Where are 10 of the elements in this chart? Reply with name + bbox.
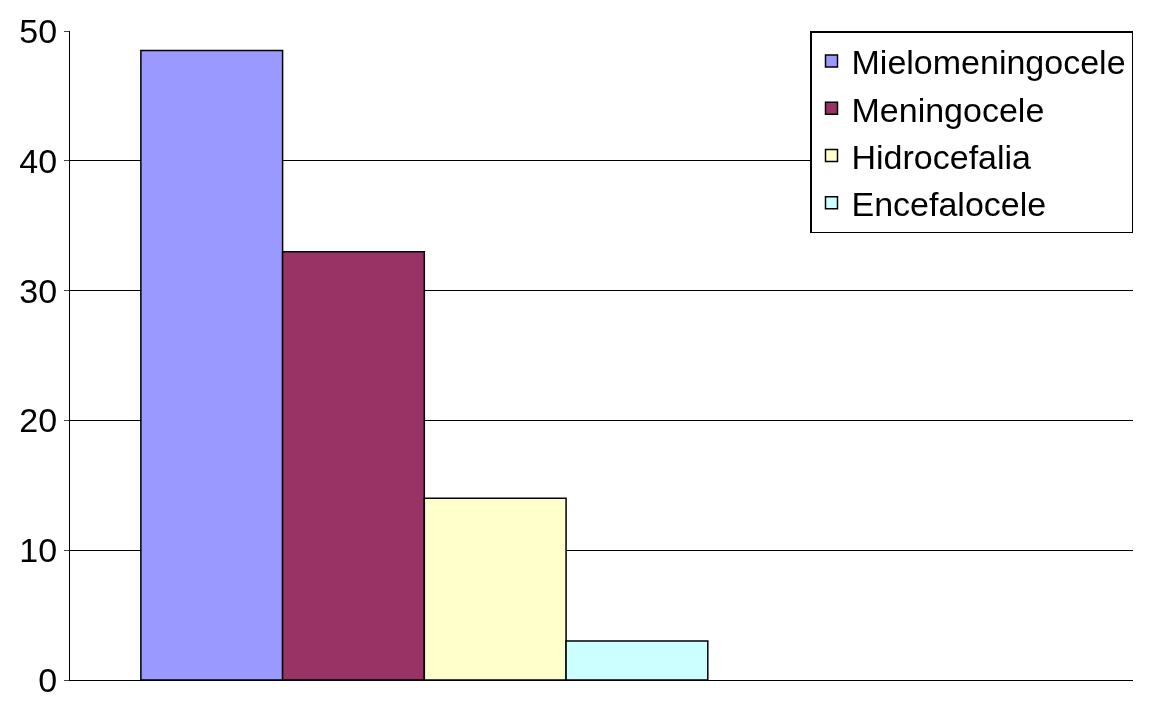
y-tick-label: 50	[19, 11, 58, 50]
legend-label: Mielomeningocele	[851, 43, 1126, 82]
legend-label: Hidrocefalia	[851, 137, 1032, 176]
y-tick-label: 0	[38, 660, 58, 699]
legend-label: Encefalocele	[851, 184, 1047, 223]
y-tick-label: 10	[19, 531, 58, 570]
y-tick-label: 20	[19, 401, 58, 440]
y-tick-label: 30	[19, 271, 58, 310]
legend-label: Meningocele	[851, 90, 1045, 129]
y-tick-label: 40	[19, 141, 58, 180]
